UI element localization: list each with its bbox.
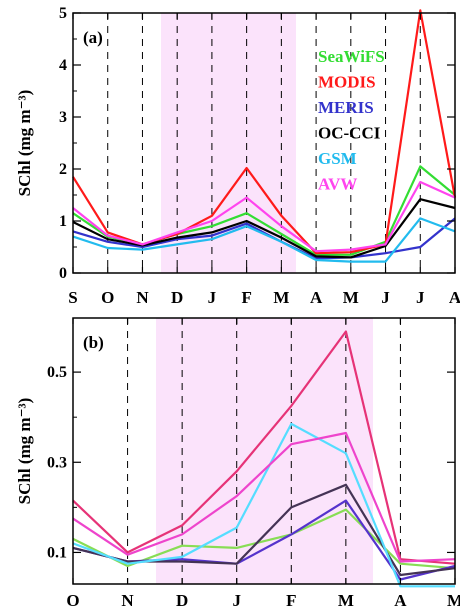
x-tick-label: A: [310, 288, 323, 307]
legend-entry-seawifs: SeaWiFS: [318, 47, 385, 66]
series-line-modis: [72, 330, 456, 565]
series-line-gsm: [72, 217, 456, 263]
legend-entry-oc-cci: OC-CCI: [318, 124, 381, 143]
x-tick-label: F: [241, 288, 251, 307]
panel-b: O N D J F M A M 0.1 0.3 0.5 SChl (mg m⁻³) (b): [15, 317, 460, 608]
panel-a: S O N D J F M A M J J A 0 1 2 3 4 5 SChl (mg m⁻³) (a) SeaWiF…: [15, 5, 460, 307]
x-tick-label: D: [171, 288, 183, 307]
legend-entry-meris: MERIS: [318, 98, 374, 117]
x-tick-label: N: [136, 288, 149, 307]
x-tick-label: D: [176, 591, 188, 608]
series-line-avw: [72, 180, 456, 253]
x-tick-label: M: [343, 288, 359, 307]
shaded-season-band: [156, 318, 373, 584]
x-tick-label: A: [394, 591, 407, 608]
y-tick-label: 5: [59, 5, 67, 22]
legend-entry-avw: AVW: [318, 175, 357, 194]
x-tick-label: N: [121, 591, 134, 608]
legend-entry-modis: MODIS: [318, 73, 376, 92]
x-tick-label: O: [101, 288, 114, 307]
x-tick-label: M: [273, 288, 289, 307]
y-tick-label: 2: [59, 161, 67, 178]
y-tick-label: 3: [59, 109, 67, 126]
legend-entry-gsm: GSM: [318, 149, 357, 168]
panel-label: (b): [83, 333, 104, 352]
y-axis-label: SChl (mg m⁻³): [15, 398, 34, 505]
y-tick-label: 0.3: [47, 454, 67, 471]
x-tick-label: J: [208, 288, 217, 307]
series-line-avw: [72, 431, 456, 563]
y-tick-label: 0.1: [47, 544, 67, 561]
y-tick-label: 0.5: [47, 364, 67, 381]
x-tick-label: A: [449, 288, 460, 307]
x-tick-label: M: [338, 591, 354, 608]
x-tick-label: S: [68, 288, 77, 307]
x-tick-label: O: [66, 591, 79, 608]
y-tick-label: 0: [59, 265, 67, 282]
y-axis-label: SChl (mg m⁻³): [15, 90, 34, 197]
series-line-oc-cci: [72, 198, 456, 259]
x-tick-label: J: [381, 288, 390, 307]
plot-frame: [72, 317, 456, 585]
series-line-meris: [72, 217, 456, 260]
x-tick-label: J: [232, 591, 241, 608]
y-tick-label: 1: [59, 213, 67, 230]
panel-label: (a): [83, 28, 103, 47]
y-tick-label: 4: [59, 57, 67, 74]
x-tick-label: M: [447, 591, 460, 608]
x-tick-label: J: [416, 288, 425, 307]
series-line-gsm: [72, 422, 455, 588]
x-tick-label: F: [286, 591, 296, 608]
